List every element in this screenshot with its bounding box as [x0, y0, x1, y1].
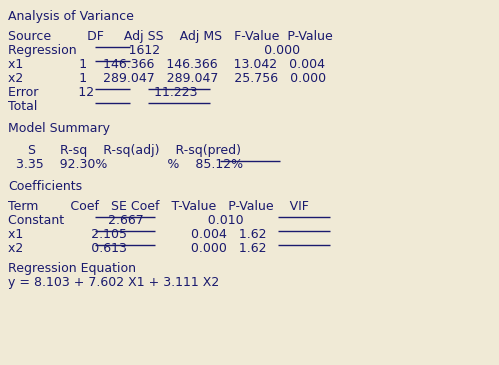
Text: x1                 2.105                0.004   1.62: x1 2.105 0.004 1.62 — [8, 228, 266, 241]
Text: Term        Coef   SE Coef   T-Value   P-Value    VIF: Term Coef SE Coef T-Value P-Value VIF — [8, 200, 309, 213]
Text: Error          12               11.223: Error 12 11.223 — [8, 86, 198, 99]
Text: Total: Total — [8, 100, 37, 113]
Text: Source         DF     Adj SS    Adj MS   F-Value  P-Value: Source DF Adj SS Adj MS F-Value P-Value — [8, 30, 333, 43]
Text: Regression Equation: Regression Equation — [8, 262, 136, 275]
Text: S      R-sq    R-sq(adj)    R-sq(pred): S R-sq R-sq(adj) R-sq(pred) — [8, 144, 241, 157]
Text: x2              1    289.047   289.047    25.756   0.000: x2 1 289.047 289.047 25.756 0.000 — [8, 72, 326, 85]
Text: Model Summary: Model Summary — [8, 122, 110, 135]
Text: Coefficients: Coefficients — [8, 180, 82, 193]
Text: x1              1    146.366   146.366    13.042   0.004: x1 1 146.366 146.366 13.042 0.004 — [8, 58, 325, 71]
Text: x2                 0.613                0.000   1.62: x2 0.613 0.000 1.62 — [8, 242, 266, 255]
Text: Analysis of Variance: Analysis of Variance — [8, 10, 134, 23]
Text: 3.35    92.30%               %    85.12%: 3.35 92.30% % 85.12% — [8, 158, 243, 171]
Text: Constant           2.667                0.010: Constant 2.667 0.010 — [8, 214, 244, 227]
Text: y = 8.103 + 7.602 X1 + 3.111 X2: y = 8.103 + 7.602 X1 + 3.111 X2 — [8, 276, 219, 289]
Text: Regression             1612                          0.000: Regression 1612 0.000 — [8, 44, 300, 57]
